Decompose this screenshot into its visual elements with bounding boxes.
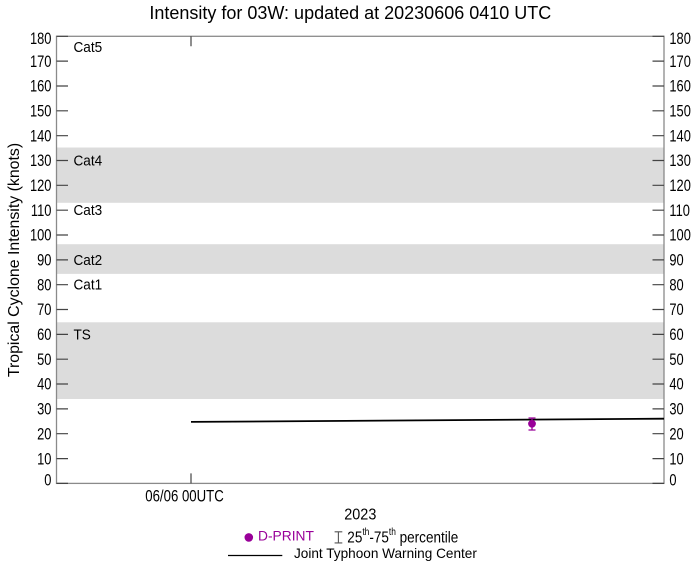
svg-text:110: 110 bbox=[31, 203, 52, 221]
svg-text:60: 60 bbox=[669, 327, 683, 345]
svg-text:70: 70 bbox=[669, 302, 683, 320]
svg-text:50: 50 bbox=[37, 352, 51, 370]
svg-text:0: 0 bbox=[44, 472, 51, 490]
svg-text:90: 90 bbox=[37, 252, 51, 270]
svg-text:150: 150 bbox=[30, 103, 51, 121]
svg-text:110: 110 bbox=[669, 203, 690, 221]
svg-text:40: 40 bbox=[669, 376, 683, 394]
svg-text:Cat1: Cat1 bbox=[74, 276, 103, 293]
svg-text:2023: 2023 bbox=[344, 506, 376, 524]
svg-text:06/06 00UTC: 06/06 00UTC bbox=[145, 487, 224, 506]
svg-text:150: 150 bbox=[669, 103, 690, 121]
svg-text:180: 180 bbox=[669, 31, 690, 49]
svg-text:90: 90 bbox=[669, 252, 683, 270]
svg-text:D-PRINT: D-PRINT bbox=[258, 529, 315, 544]
svg-text:50: 50 bbox=[669, 352, 683, 370]
svg-text:Cat4: Cat4 bbox=[74, 152, 103, 169]
svg-text:80: 80 bbox=[669, 277, 683, 295]
svg-text:180: 180 bbox=[30, 31, 51, 49]
svg-text:Cat5: Cat5 bbox=[74, 38, 103, 55]
svg-text:TS: TS bbox=[74, 326, 91, 343]
svg-text:0: 0 bbox=[669, 472, 676, 490]
svg-text:40: 40 bbox=[37, 376, 51, 394]
svg-text:170: 170 bbox=[669, 53, 690, 71]
svg-text:Tropical Cyclone Intensity (kn: Tropical Cyclone Intensity (knots) bbox=[6, 143, 23, 377]
svg-text:Cat2: Cat2 bbox=[74, 251, 103, 268]
svg-text:160: 160 bbox=[30, 78, 51, 96]
svg-text:30: 30 bbox=[669, 401, 683, 419]
svg-text:120: 120 bbox=[30, 178, 51, 196]
svg-text:10: 10 bbox=[37, 451, 51, 469]
svg-text:120: 120 bbox=[669, 178, 690, 196]
svg-text:130: 130 bbox=[669, 153, 690, 171]
svg-text:Joint Typhoon Warning Center: Joint Typhoon Warning Center bbox=[294, 546, 477, 561]
svg-text:30: 30 bbox=[37, 401, 51, 419]
svg-text:140: 140 bbox=[669, 128, 690, 146]
svg-text:170: 170 bbox=[30, 53, 51, 71]
svg-text:60: 60 bbox=[37, 327, 51, 345]
svg-text:20: 20 bbox=[669, 426, 683, 444]
svg-text:140: 140 bbox=[30, 128, 51, 146]
svg-text:160: 160 bbox=[669, 78, 690, 96]
svg-text:10: 10 bbox=[669, 451, 683, 469]
svg-text:Cat3: Cat3 bbox=[74, 202, 103, 219]
svg-text:100: 100 bbox=[669, 227, 690, 245]
svg-text:Intensity for 03W: updated at: Intensity for 03W: updated at 20230606 0… bbox=[149, 3, 551, 23]
svg-text:70: 70 bbox=[37, 302, 51, 320]
svg-text:25th-75th percentile: 25th-75th percentile bbox=[347, 526, 458, 546]
svg-text:100: 100 bbox=[30, 227, 51, 245]
svg-text:80: 80 bbox=[37, 277, 51, 295]
svg-text:20: 20 bbox=[37, 426, 51, 444]
svg-text:130: 130 bbox=[30, 153, 51, 171]
